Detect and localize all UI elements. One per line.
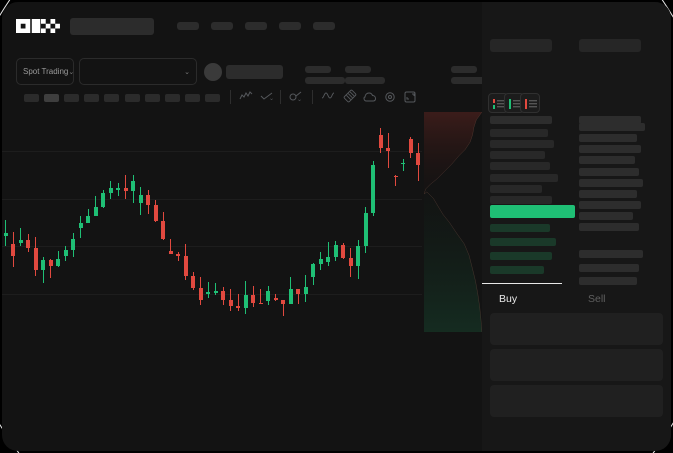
svg-text:⌄: ⌄	[269, 96, 274, 102]
svg-text:⌄: ⌄	[297, 97, 302, 103]
